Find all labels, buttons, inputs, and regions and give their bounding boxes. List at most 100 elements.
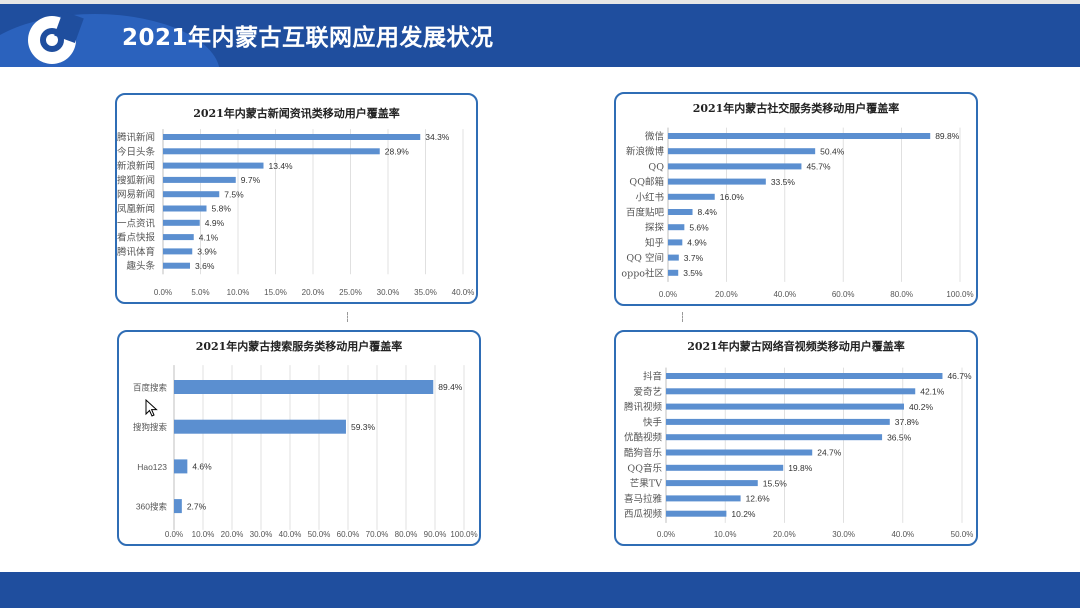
- x-tick-label: 0.0%: [154, 288, 172, 297]
- data-label: 89.8%: [935, 131, 960, 141]
- category-label: 网易新闻: [117, 189, 155, 201]
- category-label: 抖音: [643, 371, 662, 383]
- bar: [668, 239, 683, 246]
- category-label: oppo社区: [621, 267, 664, 279]
- video-chart-title: 2021年内蒙古网络音视频类移动用户覆盖率: [687, 339, 905, 353]
- bar: [668, 269, 679, 276]
- data-label: 4.9%: [687, 238, 707, 248]
- data-label: 7.5%: [224, 189, 244, 199]
- category-label: 新浪微博: [626, 146, 665, 158]
- category-label: 西瓜视频: [624, 508, 663, 520]
- category-label: 凤凰新闻: [117, 203, 155, 215]
- category-label: 搜狐新闻: [117, 174, 155, 186]
- search-chart-panel: 2021年内蒙古搜索服务类移动用户覆盖率 0.0% 10.0% 20.0% 30.0% 4…: [117, 330, 481, 546]
- data-label: 5.8%: [212, 204, 232, 214]
- category-label: 百度搜索: [133, 383, 167, 393]
- data-label: 37.8%: [895, 417, 920, 427]
- x-tick-label: 20.0%: [221, 530, 244, 539]
- bar: [666, 434, 883, 441]
- data-label: 19.8%: [788, 463, 813, 473]
- x-tick-label: 60.0%: [832, 290, 855, 299]
- category-label: QQ邮箱: [629, 176, 664, 188]
- data-label: 13.4%: [269, 161, 294, 171]
- bar: [668, 163, 802, 170]
- x-tick-label: 50.0%: [308, 530, 331, 539]
- category-label: 趣头条: [126, 260, 155, 272]
- x-tick-label: 100.0%: [946, 290, 973, 299]
- x-tick-label: 30.0%: [377, 288, 400, 297]
- data-label: 8.4%: [698, 207, 718, 217]
- x-tick-label: 40.0%: [279, 530, 302, 539]
- bar: [668, 133, 931, 139]
- category-label: 一点资讯: [117, 218, 155, 229]
- bar: [174, 499, 182, 514]
- x-tick-label: 35.0%: [414, 288, 437, 297]
- mouse-cursor-icon: [145, 399, 158, 417]
- x-tick-label: 5.0%: [191, 288, 209, 297]
- divider-mark: [347, 312, 349, 322]
- x-tick-label: 40.0%: [773, 290, 796, 299]
- bar: [668, 209, 693, 215]
- category-label: 百度贴吧: [626, 207, 665, 219]
- bar: [668, 224, 685, 231]
- video-chart: 2021年内蒙古网络音视频类移动用户覆盖率 0.0% 10.0% 20.0% 30.0%…: [624, 339, 974, 539]
- data-label: 59.3%: [351, 422, 376, 432]
- data-label: 24.7%: [817, 448, 842, 458]
- video-chart-panel: 2021年内蒙古网络音视频类移动用户覆盖率 0.0% 10.0% 20.0% 30.0%…: [614, 330, 978, 546]
- category-label: QQ: [648, 162, 664, 173]
- x-tick-label: 60.0%: [337, 530, 360, 539]
- news-chart-panel: 2021年内蒙古新闻资讯类移动用户覆盖率 0.0% 5.0% 10.0% 15.0% 20…: [115, 93, 478, 304]
- category-label: Hao123: [137, 462, 167, 472]
- bar: [668, 254, 679, 261]
- slide-header: [0, 4, 1080, 67]
- bar: [666, 373, 943, 379]
- divider-mark: [682, 312, 684, 322]
- data-label: 4.9%: [205, 218, 225, 228]
- category-label: QQ 空间: [626, 252, 664, 264]
- social-chart-title: 2021年内蒙古社交服务类移动用户覆盖率: [693, 101, 900, 115]
- data-label: 42.1%: [920, 387, 945, 397]
- bar: [163, 219, 200, 226]
- data-label: 34.3%: [425, 132, 450, 142]
- x-tick-label: 90.0%: [424, 530, 447, 539]
- data-label: 12.6%: [746, 494, 771, 504]
- x-tick-label: 50.0%: [951, 530, 974, 539]
- bar: [668, 178, 766, 185]
- bar: [666, 403, 904, 410]
- x-tick-label: 30.0%: [832, 530, 855, 539]
- data-label: 28.9%: [385, 147, 410, 157]
- category-label: 探探: [645, 222, 665, 234]
- category-label: 360搜索: [136, 502, 167, 512]
- x-tick-label: 25.0%: [339, 288, 362, 297]
- bar: [666, 464, 784, 471]
- bar: [163, 248, 193, 255]
- x-tick-label: 15.0%: [264, 288, 287, 297]
- data-label: 10.2%: [731, 509, 756, 519]
- x-tick-label: 0.0%: [165, 530, 183, 539]
- bar: [666, 495, 741, 502]
- data-label: 33.5%: [771, 177, 796, 187]
- data-label: 50.4%: [820, 146, 845, 156]
- slide-footer: [0, 572, 1080, 608]
- category-label: 知乎: [645, 237, 664, 249]
- category-label: 腾讯体育: [117, 246, 155, 258]
- x-tick-label: 30.0%: [250, 530, 273, 539]
- x-tick-label: 20.0%: [715, 290, 738, 299]
- top-strip: [0, 0, 1080, 4]
- data-label: 15.5%: [763, 478, 788, 488]
- data-label: 89.4%: [438, 382, 463, 392]
- x-tick-label: 0.0%: [657, 530, 675, 539]
- bar: [666, 510, 727, 517]
- category-label: 搜狗搜索: [133, 422, 167, 432]
- x-tick-label: 10.0%: [227, 288, 250, 297]
- bar: [163, 262, 190, 269]
- category-label: 看点快报: [117, 232, 155, 244]
- news-chart-title: 2021年内蒙古新闻资讯类移动用户覆盖率: [193, 106, 400, 120]
- search-chart-title: 2021年内蒙古搜索服务类移动用户覆盖率: [196, 339, 403, 353]
- category-label: 今日头条: [117, 146, 155, 158]
- data-label: 40.2%: [909, 402, 934, 412]
- bar: [174, 459, 188, 474]
- bar: [666, 480, 758, 487]
- bar: [163, 148, 380, 155]
- bar: [163, 205, 207, 212]
